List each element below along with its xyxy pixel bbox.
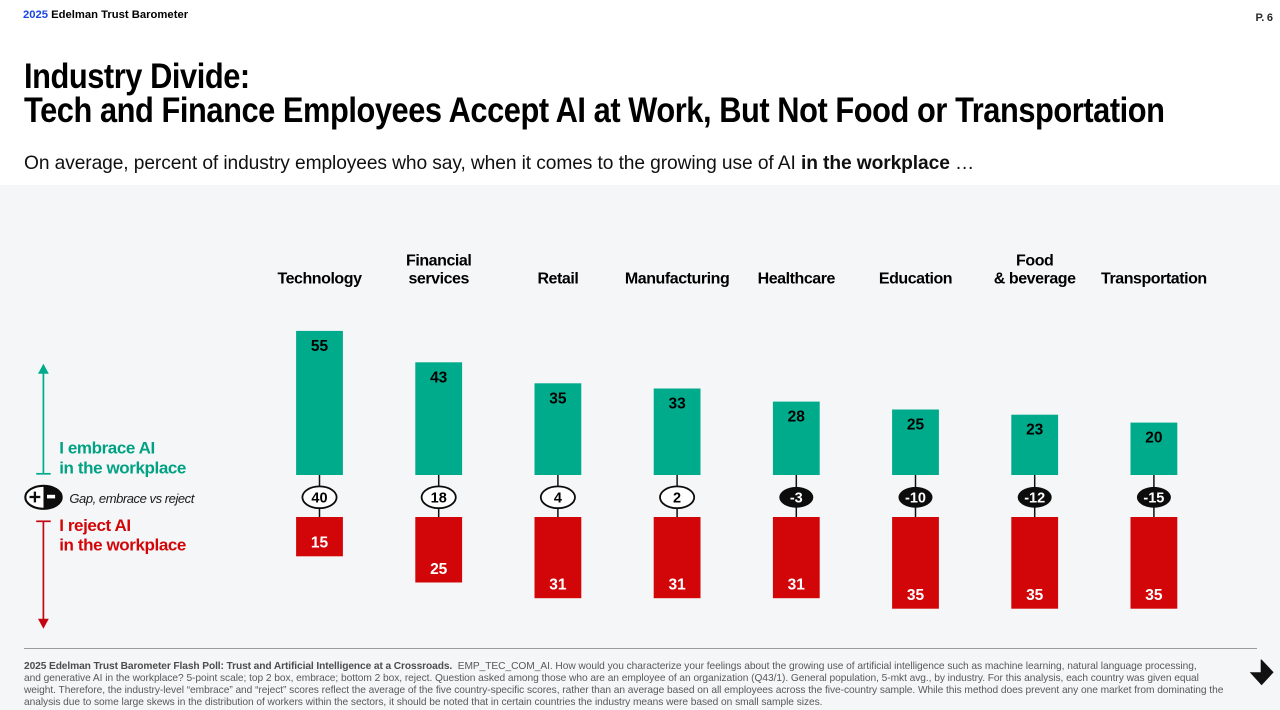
svg-text:15: 15 xyxy=(311,535,329,552)
svg-text:Manufacturing: Manufacturing xyxy=(625,271,729,288)
svg-text:Gap, embrace vs reject: Gap, embrace vs reject xyxy=(69,491,195,506)
svg-text:Financial: Financial xyxy=(406,253,471,270)
svg-text:25: 25 xyxy=(907,417,925,434)
svg-text:-3: -3 xyxy=(790,490,803,506)
svg-text:in the workplace: in the workplace xyxy=(59,459,186,478)
svg-text:in the workplace: in the workplace xyxy=(59,536,186,555)
svg-text:Food: Food xyxy=(1016,253,1053,270)
svg-text:35: 35 xyxy=(1145,587,1163,604)
svg-text:I reject AI: I reject AI xyxy=(59,516,131,535)
svg-text:35: 35 xyxy=(1026,587,1044,604)
svg-text:31: 31 xyxy=(668,577,686,594)
svg-text:Transportation: Transportation xyxy=(1101,271,1207,288)
svg-text:25: 25 xyxy=(430,561,448,578)
svg-text:35: 35 xyxy=(549,390,567,407)
svg-text:23: 23 xyxy=(1026,422,1044,439)
svg-text:35: 35 xyxy=(907,587,925,604)
svg-text:43: 43 xyxy=(430,369,448,386)
svg-text:-15: -15 xyxy=(1143,490,1164,506)
svg-text:-10: -10 xyxy=(905,490,926,506)
svg-text:33: 33 xyxy=(668,396,686,413)
svg-text:4: 4 xyxy=(554,490,562,506)
svg-text:& beverage: & beverage xyxy=(994,271,1076,288)
svg-text:55: 55 xyxy=(311,338,329,355)
svg-text:40: 40 xyxy=(311,490,327,506)
svg-text:Healthcare: Healthcare xyxy=(758,271,836,288)
svg-text:Education: Education xyxy=(879,271,952,288)
svg-text:services: services xyxy=(408,271,469,288)
svg-text:31: 31 xyxy=(549,577,567,594)
svg-text:-12: -12 xyxy=(1024,490,1045,506)
svg-text:Technology: Technology xyxy=(277,271,362,288)
svg-text:18: 18 xyxy=(431,490,447,506)
svg-text:31: 31 xyxy=(788,577,806,594)
svg-text:I embrace AI: I embrace AI xyxy=(59,439,155,458)
svg-text:Retail: Retail xyxy=(537,271,578,288)
svg-text:28: 28 xyxy=(788,409,806,426)
svg-text:2: 2 xyxy=(673,490,681,506)
svg-text:20: 20 xyxy=(1145,430,1162,447)
